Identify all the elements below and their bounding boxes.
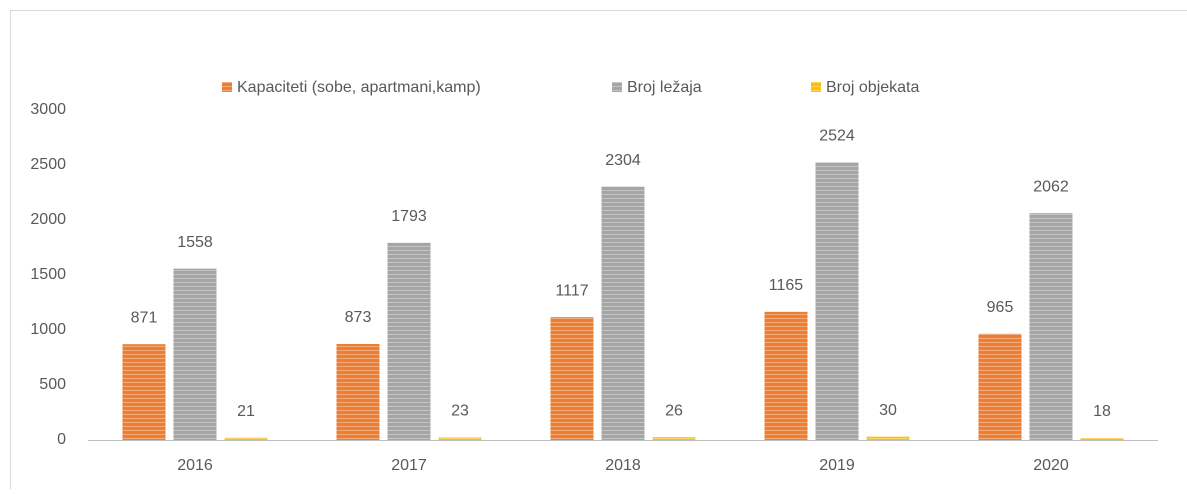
legend-label: Broj ležaja [627, 79, 702, 96]
x-tick-label: 2018 [605, 457, 641, 474]
bar [979, 334, 1022, 440]
bar [1030, 213, 1073, 440]
y-tick-label: 2500 [30, 156, 66, 173]
data-label: 1117 [555, 282, 588, 299]
data-label: 1558 [177, 234, 213, 251]
data-label: 21 [237, 403, 255, 420]
x-tick-label: 2016 [177, 457, 213, 474]
bar [337, 344, 380, 440]
legend-marker [811, 82, 821, 92]
data-label: 2524 [819, 128, 855, 145]
y-tick-label: 0 [57, 431, 66, 448]
data-label: 2304 [605, 152, 641, 169]
bar [551, 317, 594, 440]
bar [816, 162, 859, 440]
legend-label: Kapaciteti (sobe, apartmani,kamp) [237, 79, 481, 96]
x-tick-label: 2017 [391, 457, 427, 474]
x-tick-label: 2020 [1033, 457, 1069, 474]
y-tick-label: 1000 [30, 321, 66, 338]
bar [867, 437, 910, 440]
y-tick-label: 3000 [30, 101, 66, 118]
legend-marker [222, 82, 232, 92]
data-label: 26 [665, 402, 683, 419]
data-label: 965 [987, 299, 1014, 316]
bar [653, 437, 696, 440]
bar [123, 344, 166, 440]
y-tick-label: 1500 [30, 266, 66, 283]
data-label: 871 [131, 309, 158, 326]
bar [225, 438, 268, 440]
x-tick-label: 2019 [819, 457, 855, 474]
bar [765, 312, 808, 440]
data-label: 2062 [1033, 178, 1069, 195]
data-label: 18 [1093, 403, 1111, 420]
bar [1081, 438, 1124, 440]
data-label: 1793 [391, 208, 427, 225]
bar [388, 243, 431, 440]
bar [439, 437, 482, 440]
y-tick-label: 2000 [30, 211, 66, 228]
bar [602, 187, 645, 440]
bar [174, 269, 217, 440]
data-label: 30 [879, 402, 897, 419]
data-label: 1165 [769, 277, 804, 294]
data-label: 23 [451, 403, 469, 420]
legend-label: Broj objekata [826, 79, 919, 96]
data-label: 873 [345, 309, 372, 326]
legend-marker [612, 82, 622, 92]
y-tick-label: 500 [39, 376, 66, 393]
